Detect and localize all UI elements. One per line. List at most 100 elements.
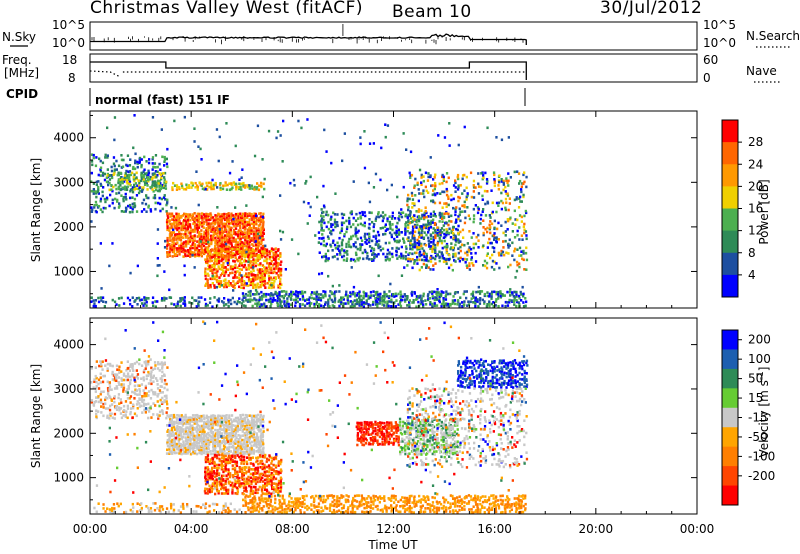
heatmap-cell (234, 243, 238, 246)
heatmap-cell (209, 258, 212, 261)
heatmap-cell (485, 178, 489, 181)
heatmap-cell (233, 418, 236, 422)
heatmap-cell (122, 199, 125, 203)
heatmap-cell (180, 242, 183, 245)
heatmap-cell (277, 261, 280, 265)
heatmap-cell (246, 426, 249, 429)
heatmap-cell (510, 299, 513, 302)
heatmap-cell (205, 444, 208, 448)
heatmap-cell (187, 231, 190, 234)
heatmap-cell (172, 215, 176, 218)
heatmap-cell (159, 377, 162, 380)
heatmap-cell (361, 251, 364, 255)
heatmap-cell (154, 186, 157, 189)
heatmap-cell (241, 428, 244, 432)
heatmap-cell (218, 213, 221, 216)
heatmap-cell (269, 294, 272, 297)
heatmap-cell (196, 252, 199, 256)
heatmap-cell (420, 231, 423, 235)
heatmap-cell (359, 298, 362, 301)
heatmap-cell (368, 235, 371, 239)
heatmap-cell (248, 243, 251, 246)
heatmap-cell (417, 295, 420, 298)
heatmap-cell (352, 285, 356, 289)
heatmap-cell (237, 233, 240, 236)
heatmap-cell (220, 229, 223, 232)
heatmap-cell (386, 217, 389, 220)
heatmap-cell (220, 441, 224, 445)
heatmap-cell (200, 253, 203, 256)
heatmap-cell (187, 433, 190, 437)
heatmap-cell (104, 206, 107, 210)
heatmap-cell (498, 266, 501, 270)
heatmap-cell (431, 193, 434, 197)
heatmap-cell (438, 220, 441, 223)
heatmap-cell (210, 242, 213, 246)
heatmap-cell (450, 229, 453, 233)
heatmap-cell (430, 254, 433, 258)
heatmap-cell (120, 401, 123, 404)
heatmap-cell (209, 225, 212, 228)
heatmap-cell (216, 186, 219, 189)
heatmap-cell (176, 434, 179, 438)
heatmap-cell (236, 450, 239, 453)
heatmap-cell (209, 185, 213, 189)
heatmap-cell (257, 241, 261, 244)
heatmap-cell (522, 305, 526, 308)
heatmap-cell (509, 288, 512, 291)
heatmap-cell (253, 154, 257, 158)
heatmap-cell (95, 415, 98, 418)
heatmap-cell (387, 296, 391, 300)
heatmap-cell (223, 418, 226, 421)
heatmap-cell (234, 253, 237, 257)
heatmap-cell (457, 199, 460, 203)
heatmap-cell (318, 220, 321, 224)
heatmap-cell (156, 174, 159, 177)
heatmap-cell (225, 432, 229, 436)
heatmap-cell (383, 290, 386, 294)
heatmap-cell (223, 430, 226, 434)
heatmap-cell (143, 394, 146, 398)
heatmap-cell (453, 302, 457, 306)
heatmap-cell (241, 292, 245, 295)
heatmap-cell (110, 188, 113, 191)
heatmap-cell (452, 248, 455, 252)
heatmap-cell (400, 215, 404, 219)
heatmap-cell (411, 206, 414, 209)
heatmap-cell (217, 224, 220, 228)
heatmap-cell (352, 258, 356, 262)
heatmap-cell (219, 220, 222, 223)
heatmap-cell (231, 160, 234, 163)
heatmap-cell (382, 252, 385, 256)
heatmap-cell (245, 266, 248, 270)
heatmap-cell (413, 234, 416, 238)
heatmap-cell (408, 197, 411, 201)
heatmap-cell (171, 250, 174, 254)
heatmap-cell (435, 291, 438, 294)
heatmap-cell (194, 450, 197, 453)
heatmap-cell (112, 185, 115, 189)
heatmap-cell (250, 230, 253, 234)
heatmap-cell (486, 200, 489, 204)
heatmap-cell (230, 426, 233, 429)
heatmap-cell (160, 409, 164, 412)
heatmap-cell (188, 240, 192, 243)
heatmap-cell (280, 290, 283, 293)
heatmap-cell (198, 430, 201, 433)
heatmap-cell (209, 277, 212, 281)
heatmap-cell (171, 424, 174, 427)
heatmap-cell (176, 247, 179, 250)
heatmap-cell (365, 294, 368, 298)
heatmap-cell (233, 266, 237, 270)
heatmap-cell (513, 249, 516, 253)
heatmap-cell (238, 280, 242, 283)
heatmap-cell (208, 442, 211, 445)
heatmap-cell (217, 282, 220, 285)
heatmap-cell (254, 278, 257, 281)
heatmap-cell (449, 292, 452, 296)
heatmap-cell (370, 246, 374, 250)
heatmap-cell (278, 297, 281, 300)
heatmap-cell (201, 182, 204, 186)
heatmap-cell (123, 180, 126, 183)
heatmap-cell (214, 216, 218, 220)
